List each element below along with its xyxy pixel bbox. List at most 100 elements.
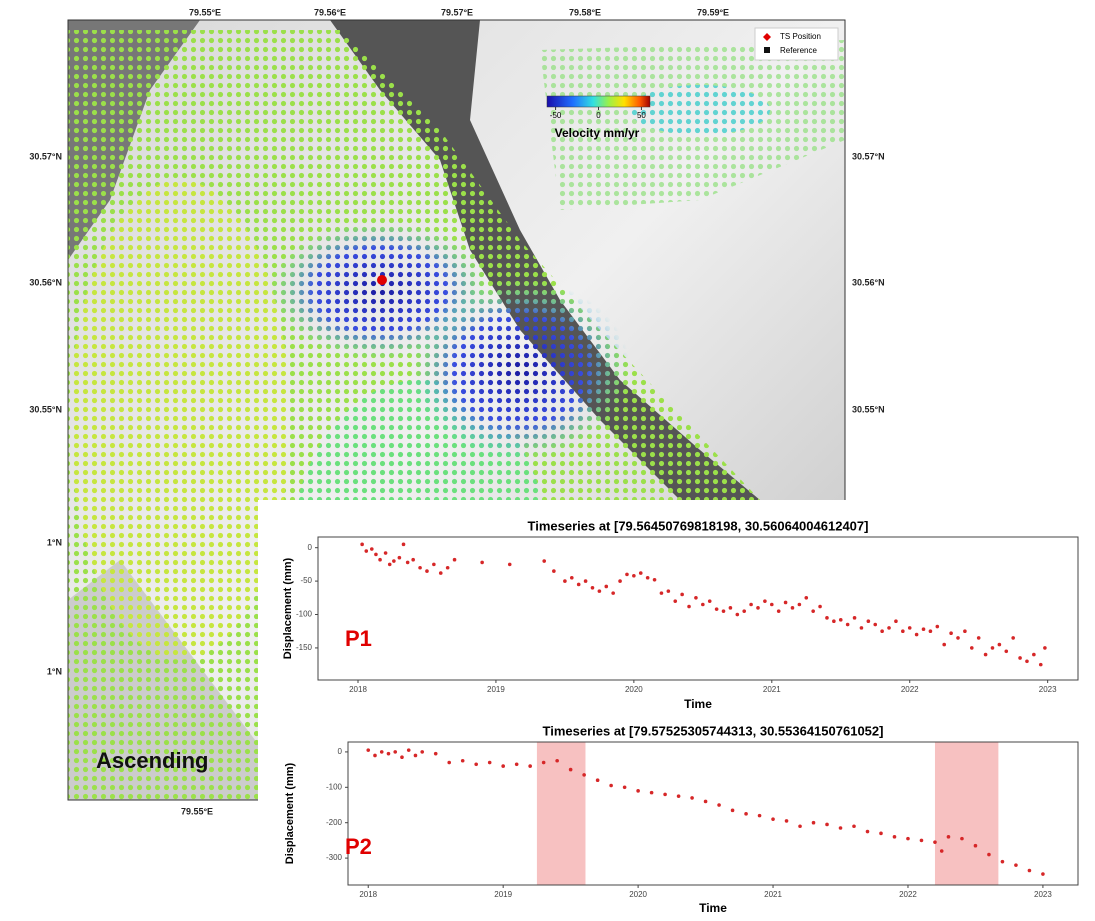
data-point xyxy=(749,602,753,607)
data-point xyxy=(645,575,650,580)
x-tick-label: 2019 xyxy=(487,685,505,694)
data-point xyxy=(541,760,546,765)
data-point xyxy=(949,631,953,636)
map-tick-label: 79.57°E xyxy=(441,7,473,17)
data-point xyxy=(425,569,429,573)
data-point xyxy=(963,629,967,634)
data-point xyxy=(366,748,371,752)
data-point xyxy=(990,646,995,650)
data-point xyxy=(418,565,422,570)
y-axis-label: Displacement (mm) xyxy=(284,762,296,864)
data-point xyxy=(769,602,774,607)
data-point xyxy=(873,622,878,627)
data-point xyxy=(360,542,364,547)
data-point xyxy=(790,606,795,610)
map-tick-label: 79.59°E xyxy=(697,7,729,17)
data-point xyxy=(717,803,721,807)
x-tick-label: 2022 xyxy=(901,685,919,694)
data-point xyxy=(438,571,443,575)
data-point xyxy=(946,835,951,839)
data-point xyxy=(611,591,615,595)
data-point xyxy=(942,642,947,647)
legend-label: Reference xyxy=(780,46,817,55)
y-axis-label: Displacement (mm) xyxy=(282,557,294,659)
legend-marker xyxy=(764,47,770,53)
colorbar-tick-label: 50 xyxy=(637,111,646,120)
map-tick-label: 30.55°N xyxy=(852,404,885,414)
data-point xyxy=(568,767,573,772)
data-point xyxy=(400,755,404,760)
data-point xyxy=(728,606,733,610)
map-tick-label: 79.58°E xyxy=(569,7,601,17)
data-point xyxy=(364,549,369,553)
colorbar-label: Velocity mm/yr xyxy=(555,126,640,140)
data-point xyxy=(447,760,452,765)
map-tick-label: 30.56°N xyxy=(29,277,62,287)
data-point xyxy=(411,557,415,562)
y-tick-label: -100 xyxy=(326,782,343,791)
colorbar xyxy=(546,95,651,108)
data-point xyxy=(894,619,898,623)
data-point xyxy=(514,762,519,767)
data-point xyxy=(393,750,398,754)
data-point xyxy=(507,562,512,567)
data-point xyxy=(997,642,1002,647)
panel-annotation: P2 xyxy=(345,834,372,859)
data-point xyxy=(776,609,781,613)
data-point xyxy=(386,751,391,756)
data-point xyxy=(383,551,388,555)
data-point xyxy=(701,602,705,607)
x-axis-label: Time xyxy=(684,697,712,711)
data-point xyxy=(756,606,760,610)
data-point xyxy=(687,604,691,609)
data-point xyxy=(590,585,595,590)
map-tick-label: 30.57°N xyxy=(852,151,885,161)
ts-position-marker xyxy=(377,275,387,285)
data-point xyxy=(401,542,406,547)
data-point xyxy=(563,579,567,583)
map-tick-label: 30.57°N xyxy=(29,151,62,161)
data-point xyxy=(845,622,850,627)
data-point xyxy=(887,626,891,630)
data-point xyxy=(969,646,974,650)
data-point xyxy=(487,760,492,765)
x-tick-label: 2021 xyxy=(763,685,781,694)
data-point xyxy=(935,624,940,629)
data-point xyxy=(757,813,762,818)
data-point xyxy=(569,575,574,580)
data-point xyxy=(673,599,678,603)
data-point xyxy=(374,552,378,557)
ridge xyxy=(330,20,845,560)
data-point xyxy=(987,852,991,857)
y-tick-label: 0 xyxy=(308,543,313,552)
y-tick-label: -100 xyxy=(296,610,313,619)
data-point xyxy=(744,812,748,816)
colorbar-tick-label: 0 xyxy=(596,111,601,120)
data-point xyxy=(632,573,636,578)
data-point xyxy=(622,785,627,790)
data-point xyxy=(892,835,897,839)
data-point xyxy=(387,562,392,567)
data-point xyxy=(378,557,382,562)
data-point xyxy=(555,758,559,763)
panel-annotation: P1 xyxy=(345,626,372,651)
x-tick-label: 2018 xyxy=(349,685,367,694)
map-tick-label: 79.55°E xyxy=(189,7,221,17)
data-point xyxy=(956,636,960,640)
data-point xyxy=(928,629,933,634)
y-tick-label: -300 xyxy=(326,853,343,862)
data-point xyxy=(618,579,622,583)
data-point xyxy=(636,789,640,793)
data-point xyxy=(914,632,919,637)
data-point xyxy=(405,560,410,565)
data-point xyxy=(879,831,883,836)
x-tick-label: 2020 xyxy=(629,890,647,899)
x-tick-label: 2021 xyxy=(764,890,782,899)
map-tick-label: 1°N xyxy=(47,666,62,676)
data-point xyxy=(663,792,667,797)
data-point xyxy=(798,824,802,829)
data-point xyxy=(859,626,864,630)
data-point xyxy=(379,750,384,754)
data-point xyxy=(397,555,402,560)
